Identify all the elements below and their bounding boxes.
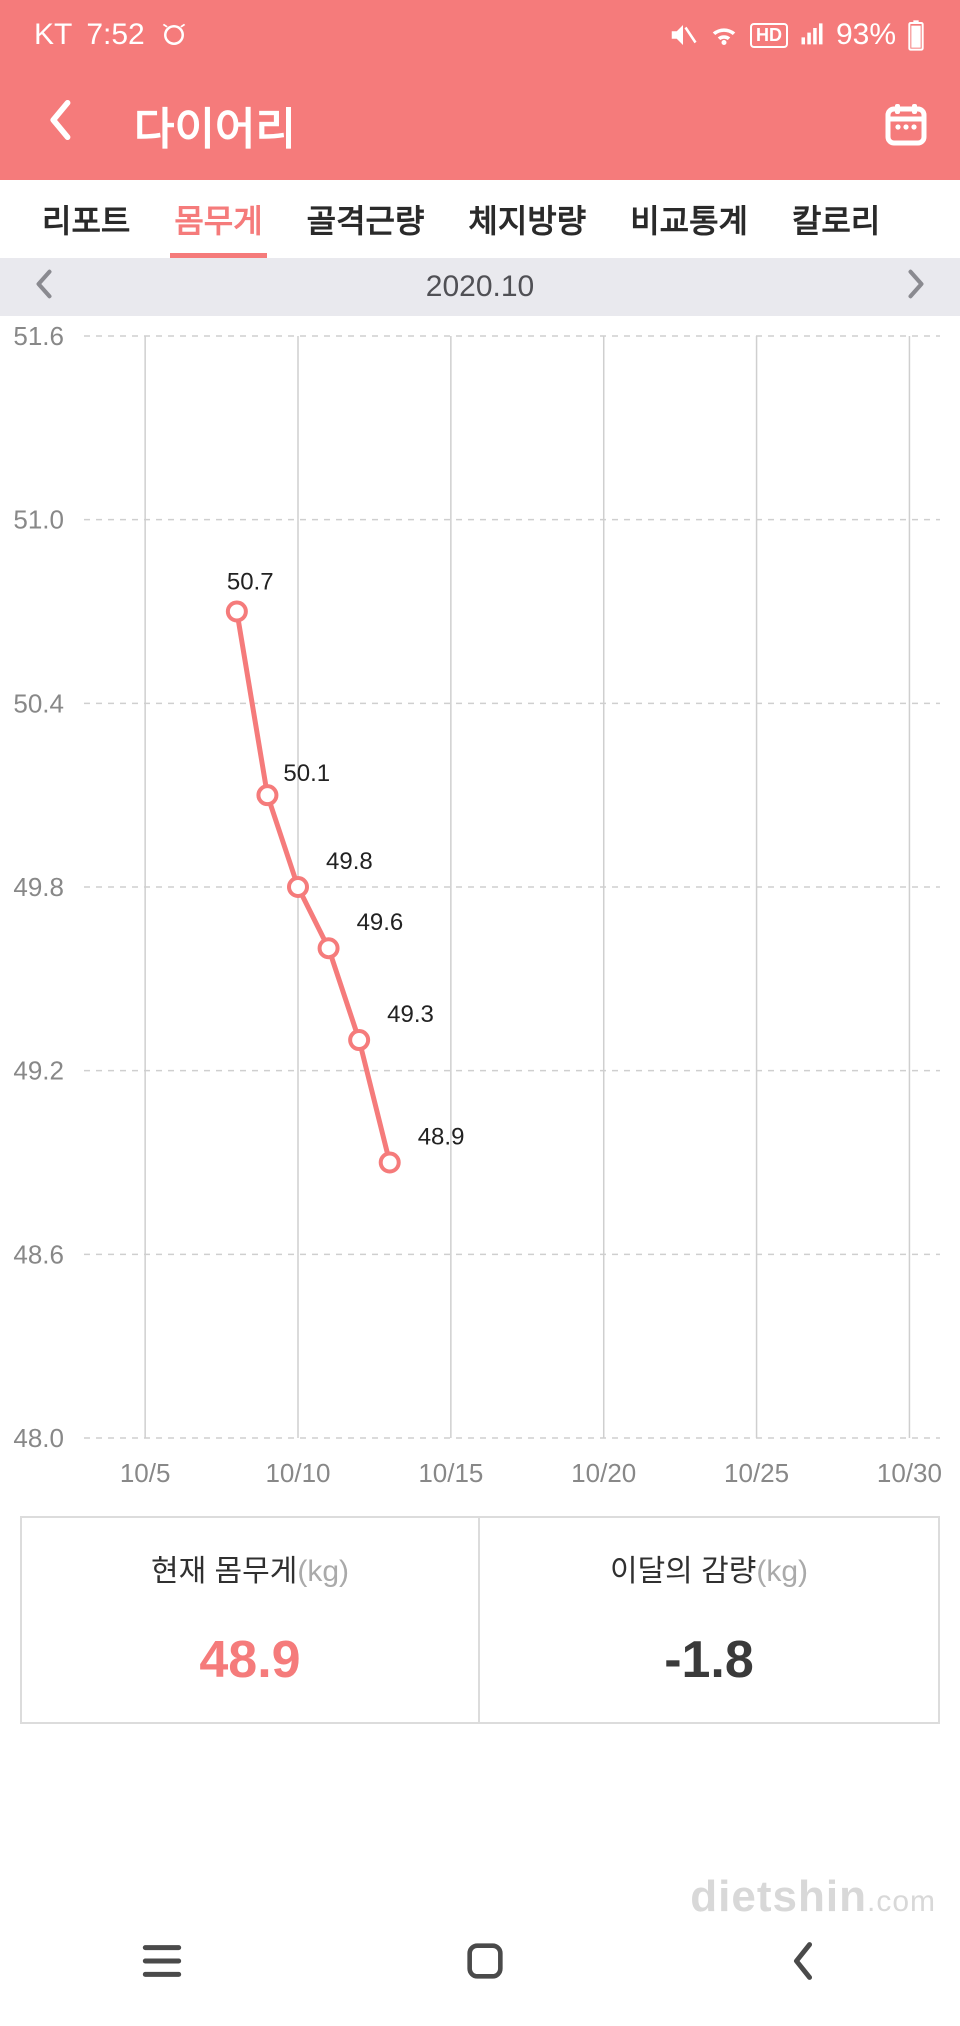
date-label: 2020.10: [64, 270, 896, 304]
tab-muscle[interactable]: 골격근량: [285, 180, 447, 258]
svg-text:10/30: 10/30: [877, 1458, 942, 1488]
prev-month-button[interactable]: [24, 266, 64, 308]
tab-label: 체지방량: [468, 196, 586, 242]
status-bar: KT 7:52 HD 93%: [0, 0, 960, 70]
status-right: HD 93%: [668, 18, 926, 52]
summary-unit: (kg): [297, 1555, 349, 1588]
svg-text:48.6: 48.6: [13, 1239, 64, 1269]
svg-text:50.7: 50.7: [227, 569, 274, 596]
tab-label: 비교통계: [630, 196, 748, 242]
app-header: 다이어리: [0, 70, 960, 180]
mute-icon: [668, 20, 698, 50]
android-nav: [0, 1906, 960, 2026]
battery-text: 93%: [836, 18, 896, 52]
svg-text:10/10: 10/10: [265, 1458, 330, 1488]
hd-icon: HD: [750, 23, 788, 48]
svg-text:10/20: 10/20: [571, 1458, 636, 1488]
svg-text:49.2: 49.2: [13, 1056, 64, 1086]
tab-calorie[interactable]: 칼로리: [770, 180, 902, 258]
svg-text:10/5: 10/5: [120, 1458, 171, 1488]
date-selector: 2020.10: [0, 258, 960, 316]
alarm-icon: [159, 20, 189, 50]
nav-back-button[interactable]: [783, 1938, 823, 1994]
tab-compare[interactable]: 비교통계: [608, 180, 770, 258]
tab-fat[interactable]: 체지방량: [446, 180, 608, 258]
svg-text:48.9: 48.9: [418, 1124, 465, 1151]
svg-text:10/15: 10/15: [418, 1458, 483, 1488]
summary-unit: (kg): [756, 1555, 808, 1588]
back-button[interactable]: [46, 100, 106, 151]
carrier-label: KT: [34, 18, 72, 52]
svg-text:51.0: 51.0: [13, 505, 64, 535]
svg-text:49.8: 49.8: [326, 848, 373, 875]
next-month-button[interactable]: [896, 266, 936, 308]
summary-value: -1.8: [490, 1630, 928, 1690]
tab-label: 리포트: [42, 196, 130, 242]
summary-panel: 현재 몸무게(kg) 48.9 이달의 감량(kg) -1.8: [20, 1516, 940, 1724]
page-title: 다이어리: [134, 93, 296, 157]
weight-chart: 48.0 48.6 49.2 49.8 50.4 51.0 51.6 10/5 10/10 10/…: [0, 316, 960, 1516]
svg-text:49.6: 49.6: [357, 909, 404, 936]
svg-text:50.1: 50.1: [283, 760, 330, 787]
calendar-button[interactable]: [882, 99, 930, 152]
svg-text:49.3: 49.3: [387, 1001, 434, 1028]
svg-text:49.8: 49.8: [13, 872, 64, 902]
tab-label: 몸무게: [174, 196, 262, 242]
svg-text:51.6: 51.6: [13, 321, 64, 351]
battery-icon: [906, 19, 926, 51]
status-left: KT 7:52: [34, 18, 189, 52]
summary-label-text: 이달의 감량: [610, 1555, 756, 1588]
signal-icon: [798, 21, 826, 49]
tabs: 리포트 몸무게 골격근량 체지방량 비교통계 칼로리: [0, 180, 960, 258]
svg-text:50.4: 50.4: [13, 688, 64, 718]
svg-text:10/25: 10/25: [724, 1458, 789, 1488]
tab-label: 칼로리: [792, 196, 880, 242]
svg-text:48.0: 48.0: [13, 1423, 64, 1453]
clock-label: 7:52: [86, 18, 144, 52]
nav-recents-button[interactable]: [137, 1936, 187, 1996]
tab-label: 골격근량: [307, 196, 425, 242]
wifi-icon: [708, 20, 740, 50]
summary-label: 현재 몸무게(kg): [32, 1546, 468, 1590]
summary-month-loss: 이달의 감량(kg) -1.8: [480, 1518, 938, 1722]
summary-label-text: 현재 몸무게: [151, 1555, 297, 1588]
tab-weight[interactable]: 몸무게: [152, 180, 284, 258]
nav-home-button[interactable]: [462, 1938, 508, 1994]
summary-label: 이달의 감량(kg): [490, 1546, 928, 1590]
summary-value: 48.9: [32, 1630, 468, 1690]
tab-report[interactable]: 리포트: [20, 180, 152, 258]
chart-svg: 48.0 48.6 49.2 49.8 50.4 51.0 51.6 10/5 10/10 10/…: [0, 316, 960, 1516]
summary-current-weight: 현재 몸무게(kg) 48.9: [22, 1518, 480, 1722]
